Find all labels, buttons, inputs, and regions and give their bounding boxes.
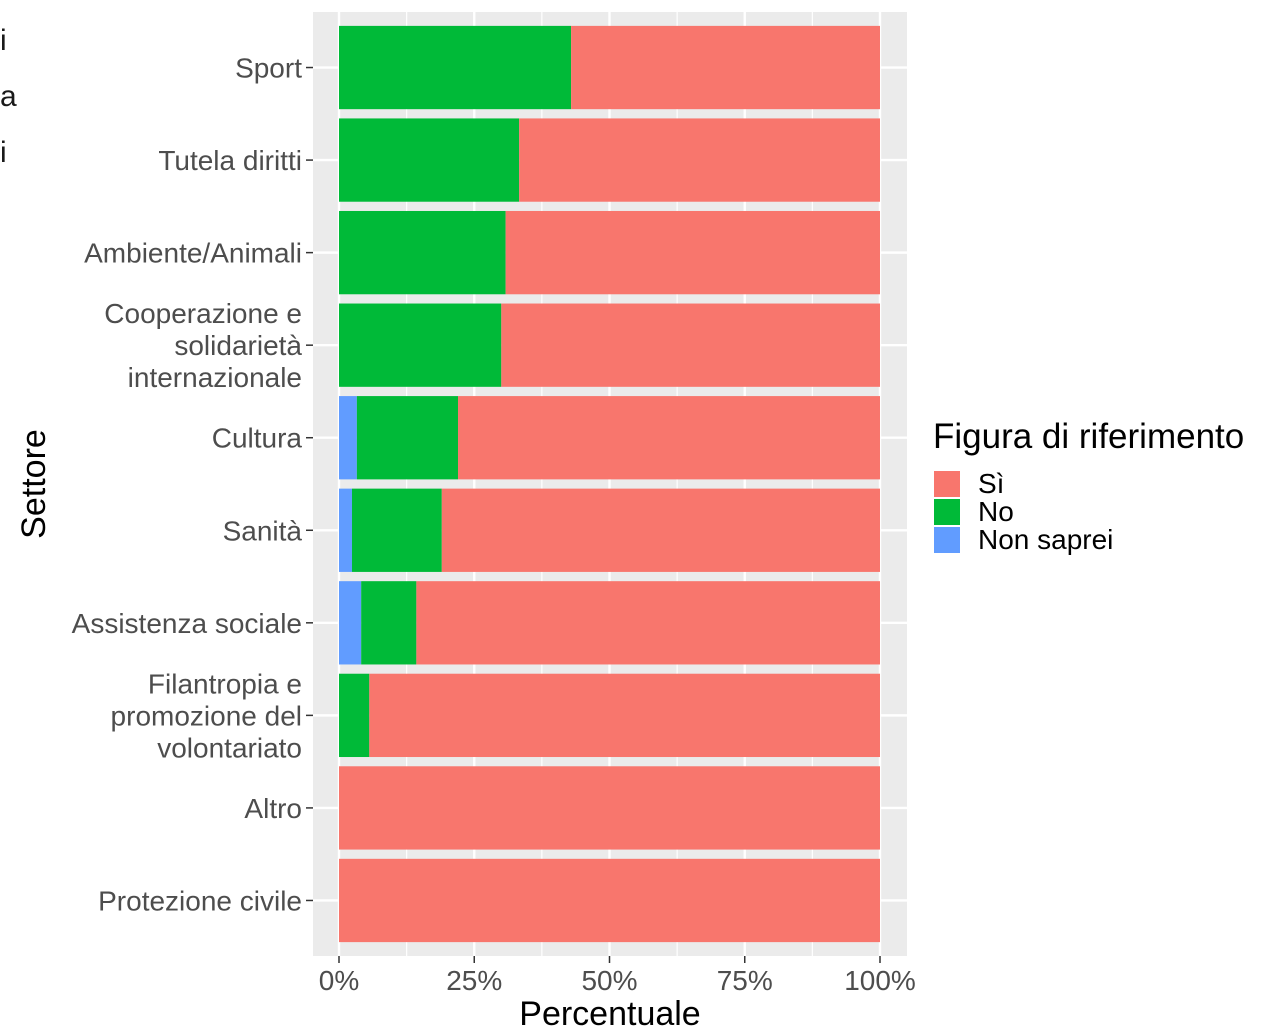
x-tick-label: 0% [319,965,359,996]
bar-segment-non-saprei [339,488,352,572]
x-tick-label: 25% [446,965,502,996]
bar-segment-s- [416,581,880,665]
legend-title: Figura di riferimento [933,417,1244,456]
bar-segment-no [339,673,370,758]
legend-swatch [934,471,960,497]
legend-label: Sì [978,468,1004,499]
bar-segment-s- [519,118,880,202]
y-axis: Sport Tutela diritti Ambiente/Animali Coope… [72,53,313,916]
y-axis-title: Settore [15,429,53,539]
y-tick-label: Filantropia e promozione del volontariato [111,668,302,763]
bar-segment-s- [501,303,880,387]
bar-segment-no [361,581,417,665]
bar-segment-non-saprei [339,396,357,480]
y-tick-label: Tutela diritti [158,145,302,176]
bar-segment-s- [505,210,880,295]
legend-swatch [934,499,960,525]
legend-label: No [978,496,1014,527]
bar-segment-no [339,118,520,202]
y-tick-label: Ambiente/Animali [84,238,302,269]
x-tick-label: 75% [717,965,773,996]
y-tick-label: Protezione civile [98,885,302,916]
bar-segment-s- [339,858,880,943]
clipped-text-3: i [0,136,7,169]
x-axis-title: Percentuale [519,995,700,1027]
y-tick-label: Sport [235,53,302,84]
bars [339,25,880,943]
bar-segment-s- [369,673,880,758]
y-tick-label: Cultura [212,423,303,454]
y-tick-label: Assistenza sociale [72,608,302,639]
bar-segment-no [339,25,572,110]
legend-swatch [934,527,960,553]
y-tick-label: Altro [244,793,302,824]
x-axis: 0% 25% 50% 75% 100% [319,956,916,996]
y-tick-label: Cooperazione e solidarietà internazionale [104,298,302,393]
y-tick-label: Sanità [223,515,303,546]
bar-segment-s- [339,766,880,850]
legend-label: Non saprei [978,524,1113,555]
bar-segment-non-saprei [339,581,362,665]
bar-segment-no [339,303,502,387]
clipped-text-1: i [0,24,7,57]
x-tick-label: 50% [581,965,637,996]
bar-segment-s- [458,396,880,480]
x-tick-label: 100% [844,965,916,996]
bar-segment-no [356,396,459,480]
bar-segment-s- [571,25,880,110]
clipped-text-2: a [0,80,17,113]
bar-segment-no [351,488,442,572]
bar-segment-s- [441,488,880,572]
bar-segment-no [339,210,506,295]
